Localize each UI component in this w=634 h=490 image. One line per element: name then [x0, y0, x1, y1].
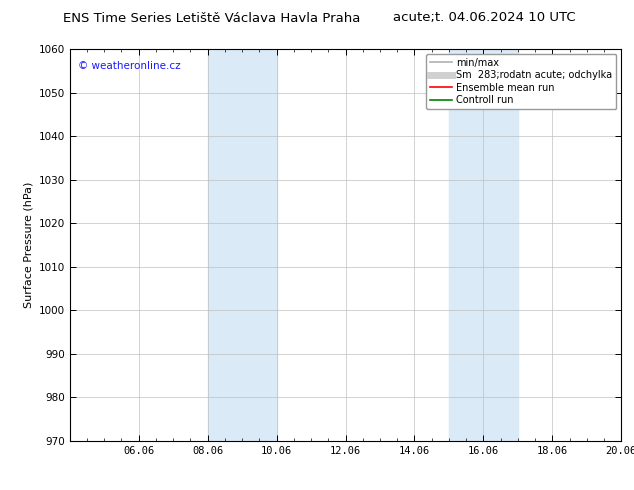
Text: © weatheronline.cz: © weatheronline.cz — [78, 61, 181, 71]
Y-axis label: Surface Pressure (hPa): Surface Pressure (hPa) — [23, 182, 33, 308]
Bar — [207, 49, 276, 441]
Bar — [449, 49, 518, 441]
Legend: min/max, Sm  283;rodatn acute; odchylka, Ensemble mean run, Controll run: min/max, Sm 283;rodatn acute; odchylka, … — [426, 54, 616, 109]
Text: ENS Time Series Letiště Václava Havla Praha: ENS Time Series Letiště Václava Havla Pr… — [63, 11, 361, 24]
Text: acute;t. 04.06.2024 10 UTC: acute;t. 04.06.2024 10 UTC — [393, 11, 576, 24]
